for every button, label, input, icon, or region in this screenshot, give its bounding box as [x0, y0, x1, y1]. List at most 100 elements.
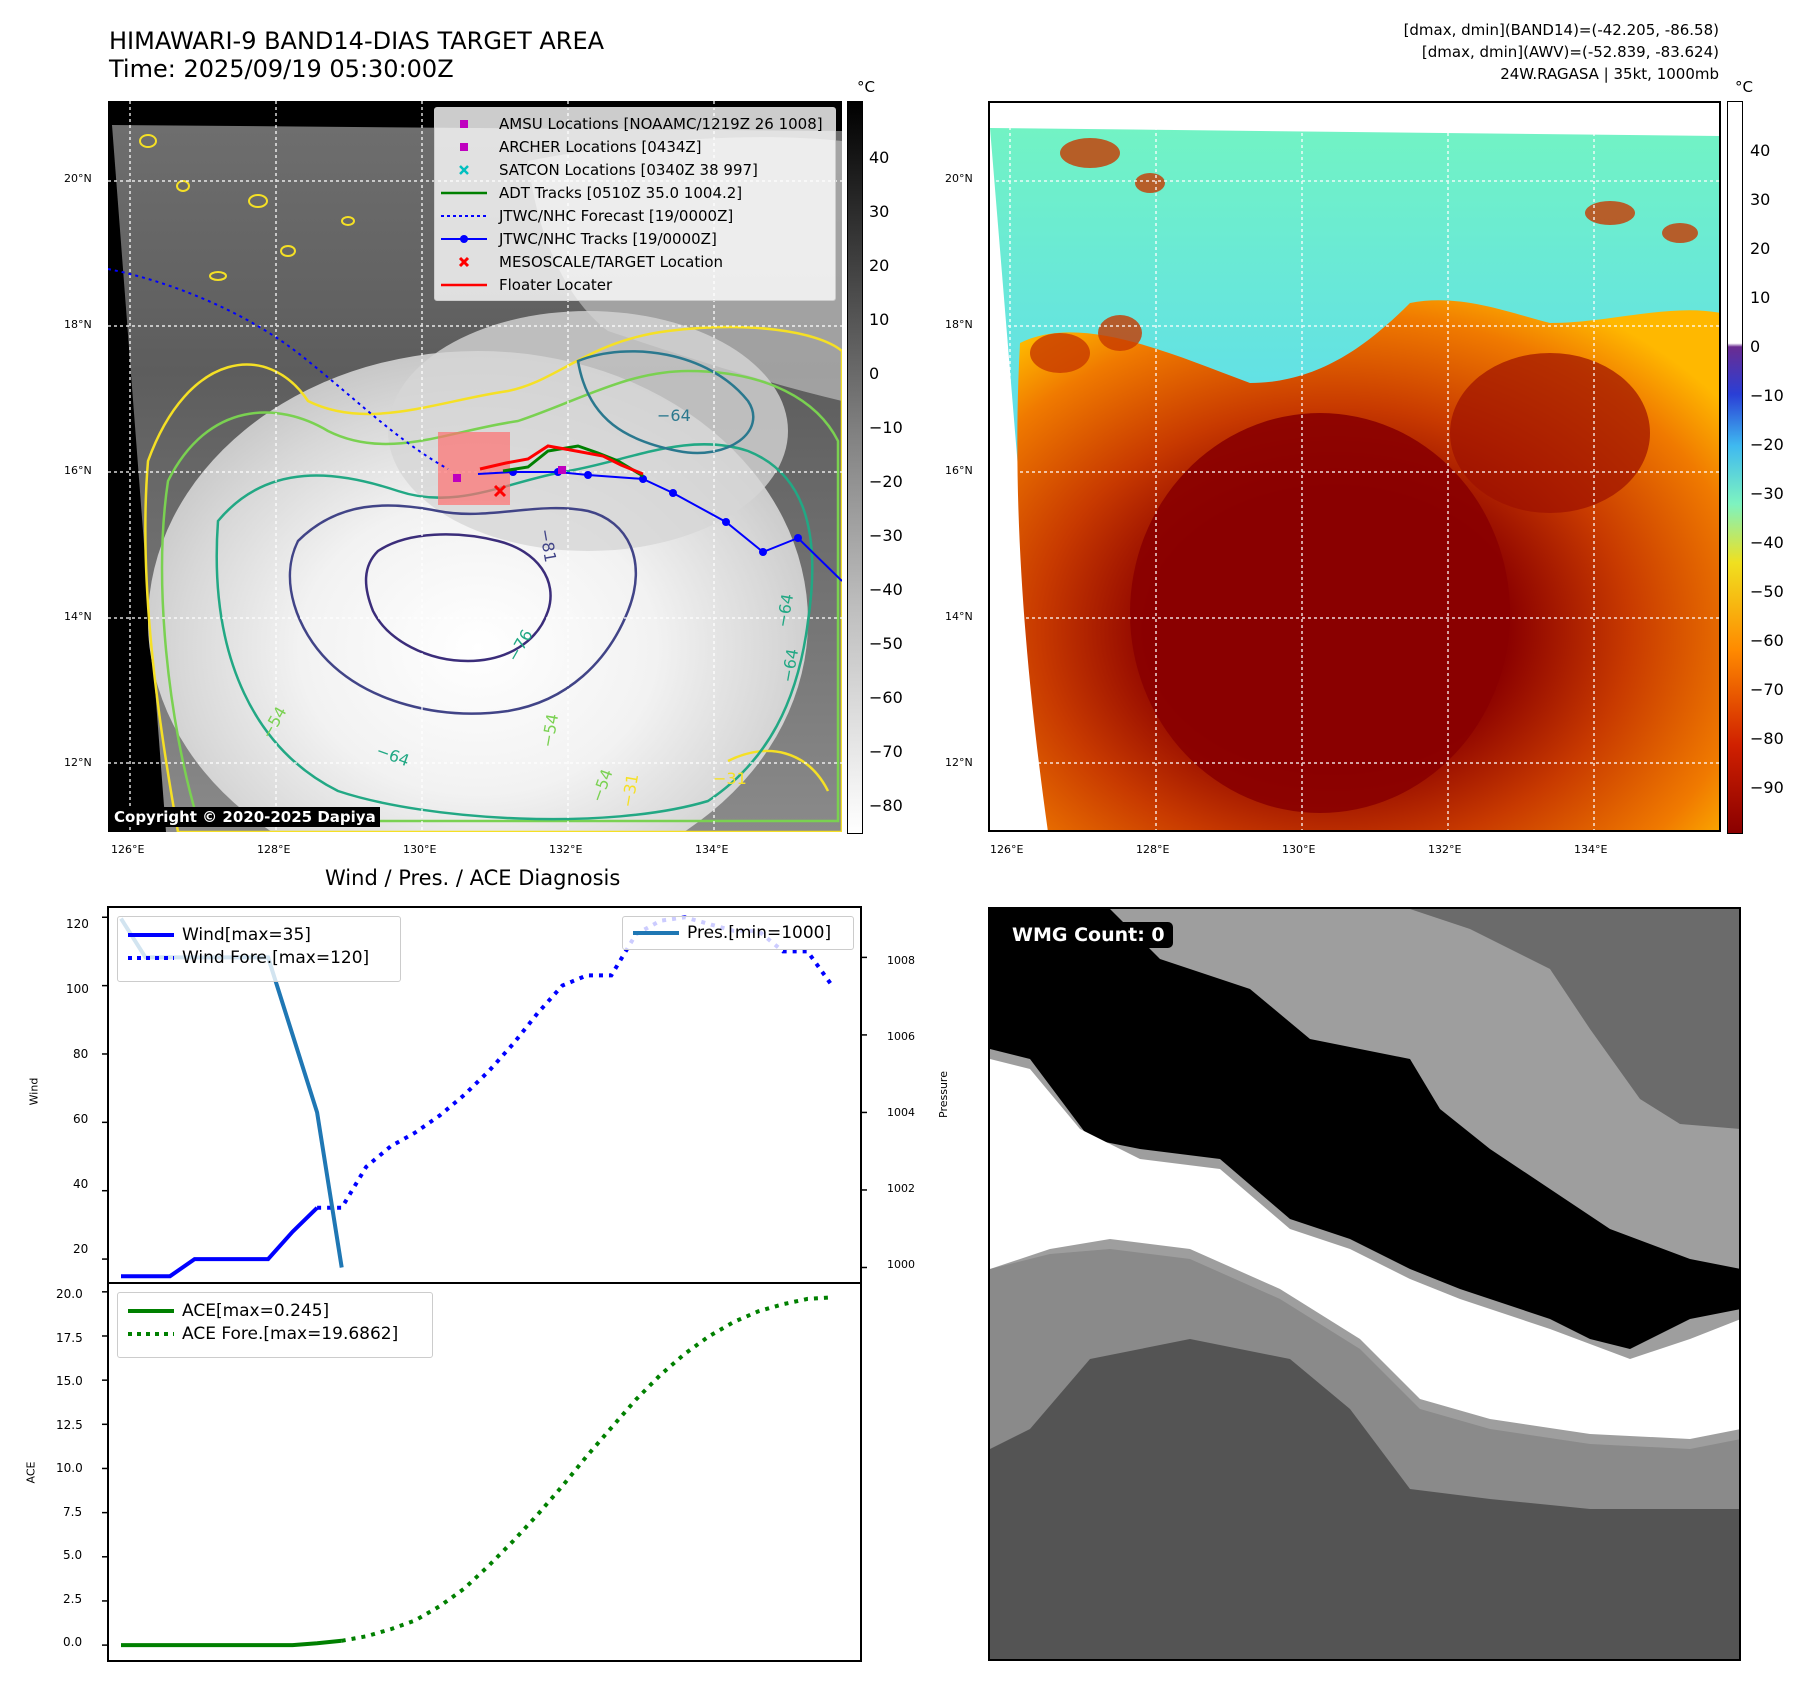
wind-tick: 80	[73, 1047, 89, 1061]
band14-range: [dmax, dmin](BAND14)=(-42.205, -86.58)	[1403, 21, 1719, 39]
colorbar-tick: −90	[1750, 778, 1784, 797]
lat-tick: 20°N	[64, 172, 92, 185]
colorbar-tick: −10	[869, 418, 903, 437]
lon-tick: 126°E	[111, 843, 145, 856]
colorbar-tick: −50	[1750, 582, 1784, 601]
colorbar-tick: 40	[1750, 141, 1771, 160]
ace-tick: 17.5	[56, 1331, 83, 1345]
colorbar-tick: 30	[869, 202, 890, 221]
ace-tick: 7.5	[63, 1505, 83, 1519]
target-box	[438, 432, 510, 505]
colorbar-tick: 20	[869, 256, 890, 275]
target-marker	[493, 484, 507, 498]
adt-track	[502, 444, 644, 478]
lat-tick: 18°N	[64, 318, 92, 331]
legend-label: JTWC/NHC Tracks [19/0000Z]	[499, 229, 717, 248]
pressure-tick: 1002	[887, 1182, 915, 1195]
lon-tick: 132°E	[1428, 843, 1462, 856]
legend-row: ACE[max=0.245]	[118, 1299, 432, 1322]
lat-tick: 14°N	[945, 610, 973, 623]
forecast-track	[108, 268, 449, 470]
legend-label: Wind[max=35]	[182, 924, 311, 945]
colorbar-tick: −20	[869, 472, 903, 491]
ace-tick: 0.0	[63, 1635, 83, 1649]
legend-row: ARCHER Locations [0434Z]	[435, 135, 835, 158]
legend-row: Pres.[min=1000]	[623, 921, 853, 944]
legend-row: JTWC/NHC Forecast [19/0000Z]	[435, 204, 835, 227]
legend-label: ACE[max=0.245]	[182, 1300, 330, 1321]
colorbar-unit: °C	[1735, 78, 1753, 96]
lon-tick: 130°E	[1282, 843, 1316, 856]
legend-row: JTWC/NHC Tracks [19/0000Z]	[435, 227, 835, 250]
ir-map: −64 −81 −76 −64 −54 −64 −54 −64 −31 −31 …	[108, 101, 842, 832]
archer-marker	[558, 466, 566, 474]
lon-tick: 134°E	[1574, 843, 1608, 856]
legend-label: ACE Fore.[max=19.6862]	[182, 1323, 399, 1344]
lon-tick: 126°E	[990, 843, 1024, 856]
lat-tick: 14°N	[64, 610, 92, 623]
lat-tick: 20°N	[945, 172, 973, 185]
wind-tick: 120	[66, 917, 89, 931]
colorbar-tick: 0	[1750, 337, 1761, 356]
legend-row: MESOSCALE/TARGET Location	[435, 250, 835, 273]
wind-tick: 100	[66, 982, 89, 996]
pressure-tick: 1008	[887, 954, 915, 967]
colorbar-tick: −30	[869, 526, 903, 545]
lon-tick: 132°E	[549, 843, 583, 856]
pressure-axis-label: Pressure	[936, 1071, 950, 1118]
legend-row: ACE Fore.[max=19.6862]	[118, 1322, 432, 1345]
ace-tick: 20.0	[56, 1287, 83, 1301]
colorbar-tick: −80	[869, 796, 903, 815]
colorbar-unit: °C	[857, 78, 875, 96]
jtwc-track	[477, 471, 842, 582]
wind-tick: 60	[73, 1112, 89, 1126]
lon-tick: 128°E	[257, 843, 291, 856]
legend-label: ARCHER Locations [0434Z]	[499, 137, 702, 156]
awv-range: [dmax, dmin](AWV)=(-52.839, -83.624)	[1421, 43, 1719, 61]
wind-tick: 20	[73, 1242, 89, 1256]
colorbar-tick: −10	[1750, 386, 1784, 405]
ace-axis-label: ACE	[24, 1461, 38, 1484]
awv-gridlines	[990, 103, 1719, 830]
floater-track	[479, 444, 644, 476]
ace-legend: ACE[max=0.245] ACE Fore.[max=19.6862]	[117, 1292, 433, 1358]
diagnosis-title: Wind / Pres. / ACE Diagnosis	[325, 866, 621, 890]
wind-tick: 40	[73, 1177, 89, 1191]
ace-line	[121, 1638, 342, 1648]
main-title: HIMAWARI-9 BAND14-DIAS TARGET AREA	[109, 27, 605, 55]
colorbar-tick: −80	[1750, 729, 1784, 748]
colorbar-tick: −60	[1750, 631, 1784, 650]
storm-info: 24W.RAGASA | 35kt, 1000mb	[1500, 65, 1719, 83]
contour-label: −31	[713, 769, 747, 788]
wmg-count-label: WMG Count: 0	[1004, 922, 1173, 948]
wind-axis-label: Wind	[27, 1077, 41, 1106]
wmg-panel: WMG Count: 0	[988, 907, 1741, 1661]
lat-tick: 12°N	[945, 756, 973, 769]
colorbar-tick: −20	[1750, 435, 1784, 454]
legend-row: Floater Locater	[435, 273, 835, 296]
legend-row: Wind[max=35]	[118, 923, 400, 946]
colorbar-tick: 20	[1750, 239, 1771, 258]
lat-tick: 18°N	[945, 318, 973, 331]
pressure-tick: 1004	[887, 1106, 915, 1119]
legend-label: Wind Fore.[max=120]	[182, 947, 370, 968]
colorbar-tick: 10	[1750, 288, 1771, 307]
lat-tick: 12°N	[64, 756, 92, 769]
colorbar-tick: −70	[869, 742, 903, 761]
colorbar-tick: −40	[869, 580, 903, 599]
colorbar-tick: 30	[1750, 190, 1771, 209]
legend-label: SATCON Locations [0340Z 38 997]	[499, 160, 758, 179]
pressure-tick: 1000	[887, 1258, 915, 1271]
copyright-label: Copyright © 2020-2025 Dapiya	[110, 807, 380, 827]
legend-row: AMSU Locations [NOAAMC/1219Z 26 1008]	[435, 112, 835, 135]
legend-row: Wind Fore.[max=120]	[118, 946, 400, 969]
legend-label: Floater Locater	[499, 275, 613, 294]
ir-colorbar	[847, 101, 863, 834]
colorbar-tick: −70	[1750, 680, 1784, 699]
lon-tick: 134°E	[695, 843, 729, 856]
amsu-marker	[453, 474, 461, 482]
ace-tick: 12.5	[56, 1418, 83, 1432]
legend-label: AMSU Locations [NOAAMC/1219Z 26 1008]	[499, 114, 823, 133]
awv-colorbar	[1727, 101, 1743, 834]
lon-tick: 130°E	[403, 843, 437, 856]
